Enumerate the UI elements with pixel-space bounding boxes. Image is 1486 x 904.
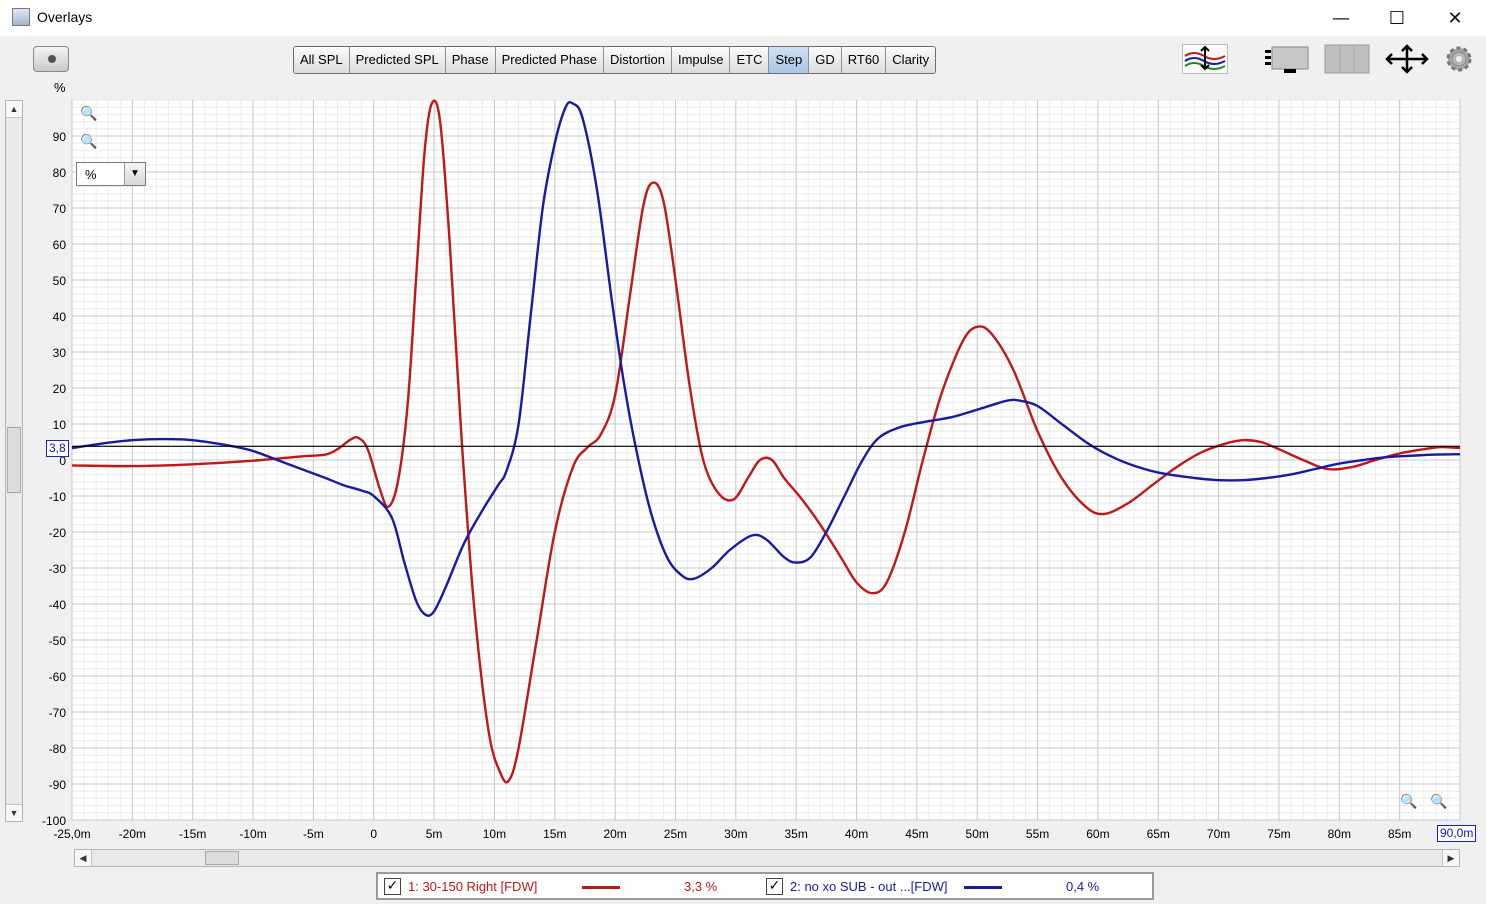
graph-panels-icon[interactable] — [1324, 44, 1370, 74]
vertical-scrollbar[interactable]: ▲ ▼ — [5, 100, 23, 822]
x-tick-label: 85m — [1388, 827, 1411, 841]
series-1-checkbox[interactable]: ✓ — [384, 878, 401, 895]
scroll-down-arrow[interactable]: ▼ — [6, 804, 22, 821]
unit-select[interactable]: % ▼ — [76, 162, 146, 186]
x-tick-label: 75m — [1267, 827, 1290, 841]
maximize-button[interactable]: ☐ — [1388, 7, 1406, 29]
scroll-left-arrow[interactable]: ◀ — [75, 850, 92, 866]
app-icon — [12, 8, 30, 26]
y-tick-label: 40 — [53, 310, 67, 324]
x-tick-label: -20m — [119, 827, 146, 841]
series-1-value: 3,3 % — [684, 879, 718, 894]
tab-distortion[interactable]: Distortion — [604, 47, 672, 73]
series-2-swatch — [964, 886, 1002, 889]
cursor-x-readout: 90,0m — [1437, 825, 1477, 842]
tab-gd[interactable]: GD — [809, 47, 842, 73]
window-title: Overlays — [37, 9, 93, 25]
x-tick-label: 40m — [845, 827, 868, 841]
tab-phase[interactable]: Phase — [445, 47, 496, 73]
fit-arrows-icon[interactable] — [1384, 44, 1430, 74]
y-tick-label: -50 — [49, 634, 67, 648]
y-tick-label: 60 — [53, 238, 67, 252]
tab-all-spl[interactable]: All SPL — [294, 47, 350, 73]
y-tick-label: 20 — [53, 382, 67, 396]
y-tick-label: 50 — [53, 274, 67, 288]
tab-etc[interactable]: ETC — [730, 47, 770, 73]
y-tick-label: -40 — [49, 598, 67, 612]
y-tick-label: 10 — [53, 418, 67, 432]
toolbar: All SPL Predicted SPL Phase Predicted Phase… — [0, 36, 1486, 94]
x-tick-label: 10m — [483, 827, 506, 841]
y-tick-label: 80 — [53, 166, 67, 180]
zoom-out-x-icon[interactable]: 🔍 — [1400, 794, 1418, 810]
x-tick-label: 30m — [724, 827, 747, 841]
trace-arrange-icon[interactable] — [1182, 44, 1228, 74]
scroll-right-arrow[interactable]: ▶ — [1442, 850, 1459, 866]
x-tick-label: -5m — [303, 827, 324, 841]
y-tick-label: -60 — [49, 670, 67, 684]
x-tick-label: 15m — [543, 827, 566, 841]
series-2-value: 0,4 % — [1066, 879, 1100, 894]
y-tick-label: 0 — [59, 454, 66, 468]
tab-step[interactable]: Step — [769, 47, 810, 73]
y-tick-label: 90 — [53, 130, 67, 144]
tab-predicted-spl[interactable]: Predicted SPL — [349, 47, 446, 73]
tab-clarity[interactable]: Clarity — [886, 47, 936, 73]
x-tick-label: 20m — [603, 827, 626, 841]
y-tick-label: -30 — [49, 562, 67, 576]
legend-toggle-icon[interactable] — [1264, 44, 1310, 74]
series-2-line — [71, 101, 1461, 617]
y-tick-label: 70 — [53, 202, 67, 216]
horizontal-scroll-thumb[interactable] — [205, 851, 239, 865]
legend: ✓ 1: 30-150 Right [FDW] 3,3 % ✓ 2: no xo… — [376, 872, 1154, 900]
x-tick-label: 50m — [966, 827, 989, 841]
x-tick-label: 25m — [664, 827, 687, 841]
scroll-up-arrow[interactable]: ▲ — [6, 101, 22, 118]
y-tick-label: 30 — [53, 346, 67, 360]
x-tick-label: 65m — [1147, 827, 1170, 841]
minimize-button[interactable]: — — [1332, 7, 1350, 29]
tab-predicted-phase[interactable]: Predicted Phase — [495, 47, 605, 73]
x-tick-label: 5m — [426, 827, 443, 841]
cursor-y-readout: 3,8 — [46, 440, 69, 457]
zoom-out-y-icon[interactable]: 🔍 — [80, 134, 98, 150]
camera-icon[interactable] — [33, 46, 69, 72]
gear-icon[interactable] — [1440, 44, 1478, 74]
series-1-name: 1: 30-150 Right [FDW] — [408, 879, 538, 894]
series-2-checkbox[interactable]: ✓ — [766, 878, 783, 895]
y-tick-label: -90 — [49, 778, 67, 792]
y-tick-label: -100 — [42, 814, 66, 828]
series-2-name: 2: no xo SUB - out ...[FDW] — [790, 879, 948, 894]
vertical-scroll-thumb[interactable] — [7, 427, 21, 493]
tab-rt60[interactable]: RT60 — [841, 47, 887, 73]
tab-impulse[interactable]: Impulse — [671, 47, 731, 73]
x-tick-label: 35m — [785, 827, 808, 841]
zoom-in-x-icon[interactable]: 🔍 — [1430, 794, 1448, 810]
x-tick-label: -25,0m — [53, 827, 90, 841]
x-tick-label: 0 — [370, 827, 377, 841]
x-tick-label: 70m — [1207, 827, 1230, 841]
graph-tabs: All SPL Predicted SPL Phase Predicted Phase… — [293, 46, 937, 74]
close-button[interactable]: ✕ — [1447, 7, 1463, 29]
y-tick-label: -20 — [49, 526, 67, 540]
y-tick-label: -80 — [49, 742, 67, 756]
x-tick-label: 55m — [1026, 827, 1049, 841]
title-bar: Overlays — ☐ ✕ — [0, 0, 1486, 36]
unit-select-value: % — [85, 167, 97, 182]
x-tick-label: 60m — [1086, 827, 1109, 841]
y-tick-label: -10 — [49, 490, 67, 504]
x-tick-label: 80m — [1328, 827, 1351, 841]
y-tick-label: -70 — [49, 706, 67, 720]
x-tick-label: 45m — [905, 827, 928, 841]
zoom-in-y-icon[interactable]: 🔍 — [80, 106, 98, 122]
chevron-down-icon[interactable]: ▼ — [124, 163, 145, 185]
horizontal-scrollbar[interactable]: ◀ ▶ — [74, 849, 1460, 867]
series-1-line — [71, 99, 1461, 784]
y-axis-unit: % — [54, 80, 66, 95]
series-1-swatch — [582, 886, 620, 889]
x-tick-label: -10m — [239, 827, 266, 841]
x-tick-label: -15m — [179, 827, 206, 841]
